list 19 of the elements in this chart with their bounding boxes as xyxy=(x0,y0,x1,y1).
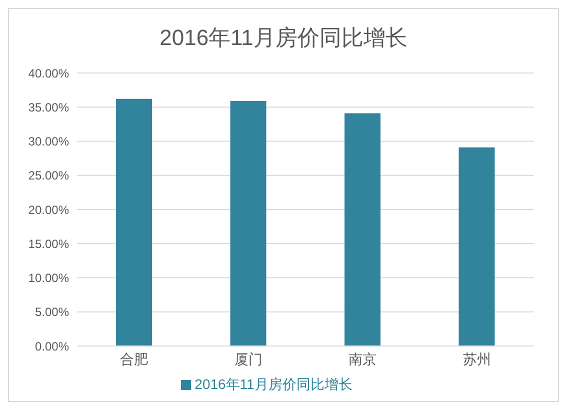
bar xyxy=(116,98,152,346)
legend-label: 2016年11月房价同比增长 xyxy=(194,376,352,392)
bar xyxy=(230,100,266,346)
x-tick-label: 厦门 xyxy=(234,350,262,367)
x-tick-label: 苏州 xyxy=(462,350,491,367)
y-tick-label: 15.00% xyxy=(28,236,70,251)
bar xyxy=(344,113,380,346)
chart-title: 2016年11月房价同比增长 xyxy=(158,24,408,52)
y-tick-label: 40.00% xyxy=(28,66,70,80)
x-tick-label: 南京 xyxy=(348,350,377,367)
x-tick-label: 合肥 xyxy=(120,350,148,367)
y-tick-label: 5.00% xyxy=(34,305,70,320)
y-tick-label: 20.00% xyxy=(28,202,70,217)
y-tick-label: 30.00% xyxy=(28,134,70,149)
y-tick-label: 35.00% xyxy=(28,100,70,114)
y-tick-label: 0.00% xyxy=(34,339,70,354)
bar xyxy=(458,147,495,346)
y-tick-label: 10.00% xyxy=(28,271,70,286)
y-tick-label: 25.00% xyxy=(28,168,70,183)
